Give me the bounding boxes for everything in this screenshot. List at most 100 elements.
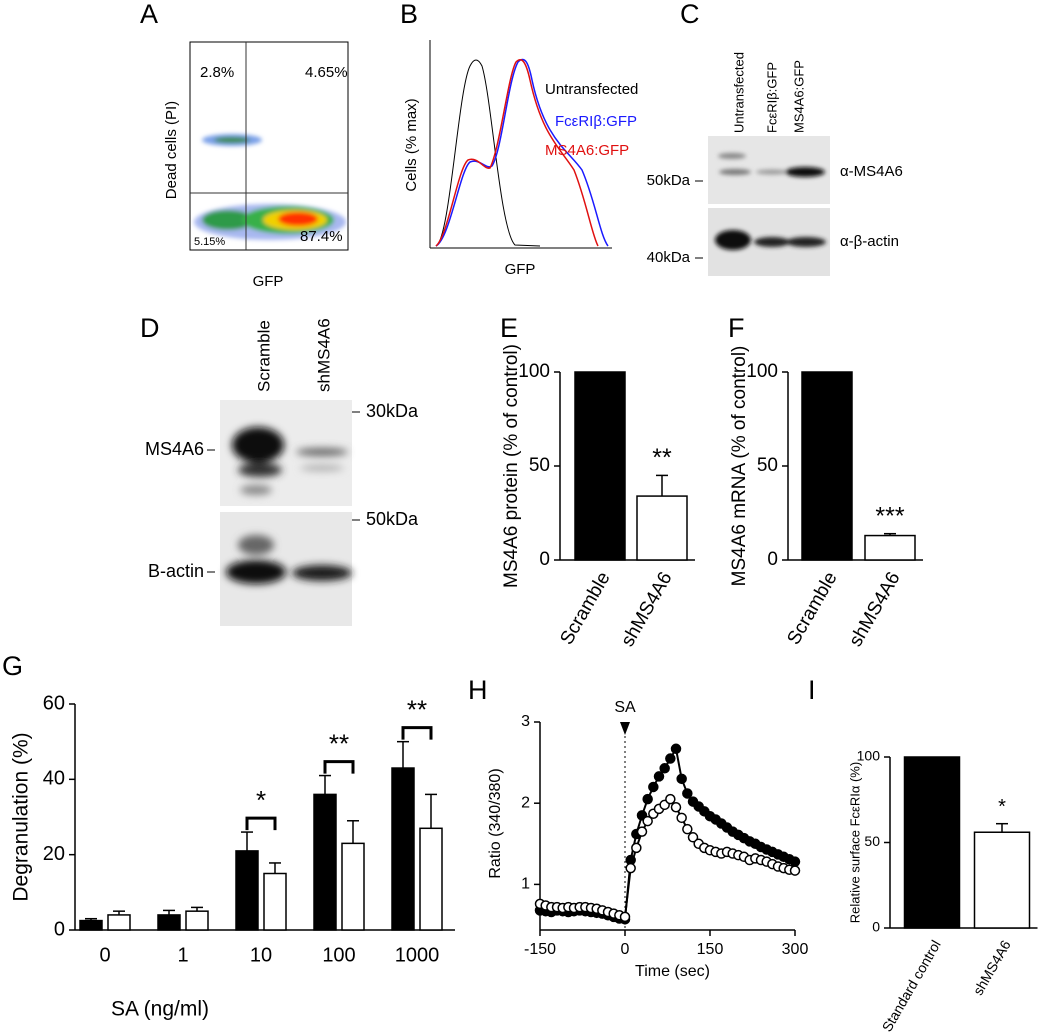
point (642, 815, 653, 827)
point (789, 856, 801, 867)
point (676, 812, 687, 824)
x-tick-label: -150 (524, 941, 556, 958)
blot-bands (715, 153, 826, 250)
quadrant-label: 2.8% (200, 64, 234, 81)
panel-letter: E (500, 313, 518, 343)
plot-frame (189, 41, 349, 251)
panel-letter: G (2, 651, 23, 681)
axis-title: Ratio (340/380) (487, 768, 504, 878)
point (625, 862, 636, 874)
point (665, 793, 676, 805)
x-tick-label: 1000 (395, 944, 440, 966)
point (670, 802, 682, 813)
point (676, 773, 687, 785)
y-tick-label: 0 (539, 549, 550, 570)
lane-label: MS4A6:GFP (791, 60, 806, 133)
y-tick-label: 50 (864, 833, 880, 849)
lane-label: Untransfected (731, 52, 746, 133)
panel-letter: D (140, 313, 160, 343)
lane-label: Scramble (254, 320, 273, 392)
point (687, 832, 699, 843)
x-tick-label: Scramble (783, 569, 841, 649)
quadrant-label: 87.4% (300, 228, 343, 245)
significance: ** (407, 695, 427, 725)
x-tick-label: 0 (621, 941, 630, 958)
point (636, 826, 648, 837)
y-tick-label: 1 (521, 876, 530, 893)
panel-letter: B (400, 0, 418, 29)
quadrant-label: 4.65% (305, 64, 348, 81)
axis-title: Dead cells (PI) (163, 101, 180, 199)
point (619, 911, 631, 923)
axis-title: Time (sec) (635, 963, 710, 980)
bar (864, 534, 916, 561)
x-tick-label: shMS4A6 (845, 569, 904, 651)
significance-bracket (245, 816, 277, 831)
panel-letter: I (808, 675, 816, 705)
bar (973, 831, 1031, 929)
y-tick-label: 3 (521, 713, 530, 730)
series-line (539, 745, 796, 921)
cell-density (194, 134, 346, 240)
legend-entry: FcεRIβ:GFP (555, 113, 637, 130)
bar (574, 371, 626, 561)
bar (636, 495, 688, 561)
y-tick-label: 40 (43, 768, 65, 790)
panel-c: C Untransfected FcεRIβ:GFP MS4A6:GFP 50k… (647, 0, 903, 276)
significance: ** (652, 444, 672, 472)
y-tick-label: 100 (746, 361, 778, 382)
histogram-curve (435, 58, 609, 247)
y-tick-label: 100 (857, 748, 881, 764)
panel-d: D Scramble shMS4A6 30kDa 50kDa MS4A6 B-a… (140, 313, 419, 626)
significance-bracket (323, 760, 355, 774)
bar (79, 919, 103, 931)
axis-title: MS4A6 mRNA (% of control) (729, 346, 750, 587)
size-marker: 40kDa (647, 249, 691, 266)
x-tick-label: 0 (99, 944, 110, 966)
y-tick-label: 50 (529, 455, 550, 476)
histogram-curve (435, 59, 599, 247)
panel-b: B Cells (% max) GFP Untransfected FcεRIβ… (400, 0, 638, 278)
legend-entry: MS4A6:GFP (545, 142, 629, 159)
y-tick-label: 0 (872, 919, 880, 935)
antibody-label: α-MS4A6 (840, 163, 903, 180)
panel-letter: A (140, 0, 158, 29)
band-label: MS4A6 (145, 439, 204, 459)
axis-title: SA (ng/ml) (111, 998, 209, 1021)
bar (801, 371, 853, 561)
point (670, 743, 682, 755)
bar (391, 767, 415, 931)
point (642, 793, 653, 805)
histogram-curve (435, 59, 541, 247)
bar (235, 850, 259, 931)
y-tick-label: 100 (518, 361, 550, 382)
size-marker: 30kDa (366, 401, 419, 421)
bar (341, 842, 365, 931)
annotation: SA (614, 699, 636, 716)
legend-entry: Untransfected (545, 81, 638, 98)
axis-title: Relative surface FcεRIα (%) (847, 762, 862, 923)
point (659, 763, 670, 774)
x-tick-label: shMS4A6 (970, 937, 1014, 998)
point (682, 823, 693, 835)
annotation-arrow (620, 722, 630, 735)
point (653, 771, 665, 782)
axis-title: MS4A6 protein (% of control) (501, 344, 522, 588)
bar (107, 914, 131, 931)
y-tick-label: 0 (767, 549, 778, 570)
x-tick-label: 300 (782, 941, 809, 958)
x-tick-label: 1 (177, 944, 188, 966)
axis-title: Degranulation (%) (10, 732, 33, 901)
bar (313, 793, 337, 931)
y-tick-label: 20 (43, 843, 65, 865)
axis-title: GFP (253, 273, 284, 290)
significance: * (998, 796, 1006, 818)
y-tick-label: 50 (757, 455, 778, 476)
significance-bracket (401, 726, 433, 740)
panel-letter: C (680, 0, 700, 29)
lane-label: FcεRIβ:GFP (764, 62, 779, 133)
point (682, 788, 693, 799)
bar (903, 756, 961, 929)
y-tick-label: 2 (521, 794, 530, 811)
